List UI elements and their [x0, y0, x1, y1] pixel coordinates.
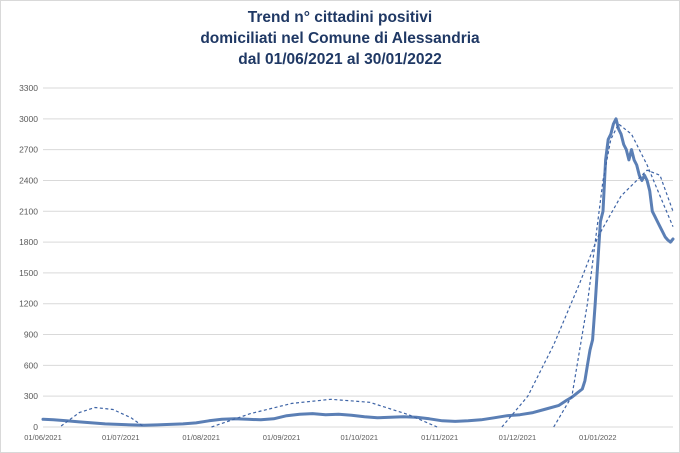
y-tick-label-2: 600	[24, 360, 38, 370]
y-tick-label-1: 300	[24, 391, 38, 401]
trend-line-4	[553, 123, 674, 428]
chart-title-line-3: dal 01/06/2021 al 30/01/2022	[238, 51, 442, 68]
x-tick-label-7: 01/01/2022	[579, 433, 617, 442]
y-tick-label-11: 3300	[19, 83, 38, 93]
x-tick-label-2: 01/08/2021	[182, 433, 220, 442]
y-tick-label-7: 2100	[19, 206, 38, 216]
series-line-positivi	[41, 117, 675, 427]
x-tick-label-4: 01/10/2021	[341, 433, 379, 442]
x-tick-label-3: 01/09/2021	[263, 433, 301, 442]
x-tick-label-5: 01/11/2021	[421, 433, 458, 442]
x-tick-label-6: 01/12/2021	[499, 433, 537, 442]
y-tick-label-4: 1200	[19, 299, 38, 309]
chart-title-line-2: domiciliati nel Comune di Alessandria	[200, 30, 480, 47]
y-tick-label-5: 1500	[19, 268, 38, 278]
trend-line-2	[211, 398, 438, 428]
y-tick-label-3: 900	[24, 330, 38, 340]
chart-title-line-1: Trend n° cittadini positivi	[247, 9, 433, 26]
y-tick-label-6: 1800	[19, 237, 38, 247]
chart-title: Trend n° cittadini positivi domiciliati …	[1, 7, 679, 70]
y-tick-label-9: 2700	[19, 145, 38, 155]
y-tick-label-8: 2400	[19, 175, 38, 185]
x-tick-label-0: 01/06/2021	[24, 433, 62, 442]
trend-line-1	[60, 406, 145, 428]
x-tick-label-1: 01/07/2021	[102, 433, 140, 442]
y-tick-label-0: 0	[33, 422, 38, 432]
y-tick-label-10: 3000	[19, 114, 38, 124]
